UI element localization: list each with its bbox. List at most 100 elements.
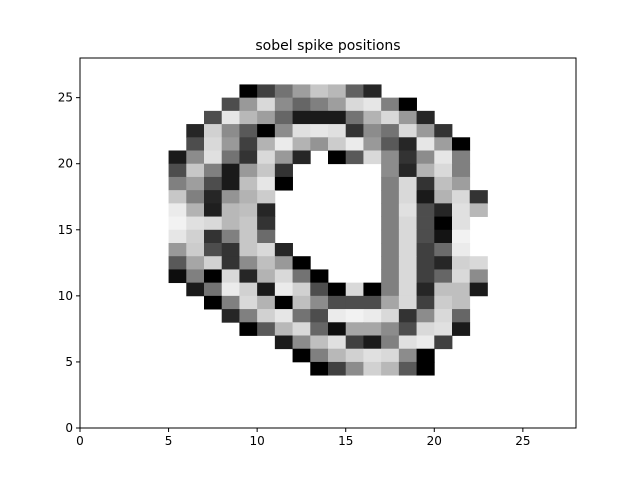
heatmap-cell [398,335,417,350]
heatmap-cell [381,269,400,284]
heatmap-cell [328,361,347,376]
heatmap-cell [381,203,400,217]
heatmap-cell [292,110,311,125]
heatmap-cell [434,269,453,284]
heatmap-cell [239,295,258,310]
heatmap-cell [204,243,223,257]
heatmap-cell [204,190,223,204]
heatmap-cell [434,256,453,270]
heatmap-cell [328,97,347,112]
heatmap-cell [363,124,382,138]
heatmap-cell [363,335,382,350]
heatmap-cell [292,97,311,112]
heatmap-cell [381,216,400,231]
heatmap-cell [328,282,347,297]
heatmap-cell [274,176,293,191]
heatmap-cell [381,124,400,138]
heatmap-cell [363,110,382,125]
heatmap-cell [274,84,293,99]
heatmap-cell [398,269,417,284]
heatmap-cell [221,190,240,204]
heatmap-cell [381,348,400,363]
heatmap-cell [292,322,311,336]
heatmap-cell [345,335,364,350]
heatmap-cell [434,243,453,257]
heatmap-cell [239,322,258,336]
heatmap-cell [416,110,435,125]
chart-title: sobel spike positions [255,38,400,54]
heatmap-cell [398,190,417,204]
heatmap-cell [398,229,417,244]
heatmap-cell [452,203,471,217]
heatmap-cell [469,256,488,270]
heatmap-cell [452,269,471,284]
heatmap-cell [257,163,276,178]
heatmap-cell [345,110,364,125]
heatmap-cell [416,309,435,323]
heatmap-cell [416,282,435,297]
heatmap-cell [416,203,435,217]
heatmap-cell [310,295,329,310]
heatmap-cell [292,256,311,270]
heatmap-cell [328,322,347,336]
heatmap-cell [381,322,400,336]
y-tick-label: 25 [58,91,73,105]
heatmap-cell [398,150,417,165]
heatmap-cell [186,190,205,204]
heatmap-cell [221,309,240,323]
heatmap-cell [204,124,223,138]
heatmap-cell [257,150,276,165]
heatmap-cell [310,97,329,112]
heatmap-cell [274,124,293,138]
heatmap-cell [239,110,258,125]
heatmap-cell [381,163,400,178]
heatmap-cell [257,97,276,112]
heatmap-cell [221,282,240,297]
x-axis: 0 5 10 15 20 25 [76,428,530,448]
heatmap-cell [381,97,400,112]
heatmap-cell [398,282,417,297]
heatmap-cell [345,348,364,363]
heatmap-cell [310,137,329,151]
heatmap-cell [274,282,293,297]
heatmap-cell [168,229,187,244]
heatmap-cell [239,256,258,270]
y-tick-label: 15 [58,223,73,237]
heatmap-cell [452,322,471,336]
heatmap-cell [204,216,223,231]
heatmap-cell [310,269,329,284]
heatmap-cell [381,309,400,323]
heatmap-cell [434,322,453,336]
heatmap-cell [345,282,364,297]
heatmap-cell [398,163,417,178]
heatmap-cell [363,348,382,363]
heatmap-cell [381,137,400,151]
heatmap-cell [221,229,240,244]
heatmap-cell [257,203,276,217]
heatmap-cell [434,190,453,204]
heatmap-cell [221,243,240,257]
heatmap-cell [398,124,417,138]
heatmap-cell [310,322,329,336]
heatmap-cell [381,176,400,191]
heatmap-cell [452,256,471,270]
heatmap-cell [221,97,240,112]
heatmap-cell [416,322,435,336]
heatmap-cell [168,203,187,217]
heatmap-cell [469,203,488,217]
heatmap-cell [416,124,435,138]
heatmap-cell [310,335,329,350]
heatmap-cell [292,137,311,151]
heatmap-cell [381,243,400,257]
heatmap-cell [257,243,276,257]
heatmap-cell [398,97,417,112]
heatmap-cell [274,150,293,165]
heatmap-cell [381,150,400,165]
heatmap-cell [398,348,417,363]
heatmap-cell [416,243,435,257]
heatmap-cell [398,110,417,125]
x-tick-label: 10 [250,434,265,448]
heatmap-cell [257,84,276,99]
heatmap-cell [381,282,400,297]
